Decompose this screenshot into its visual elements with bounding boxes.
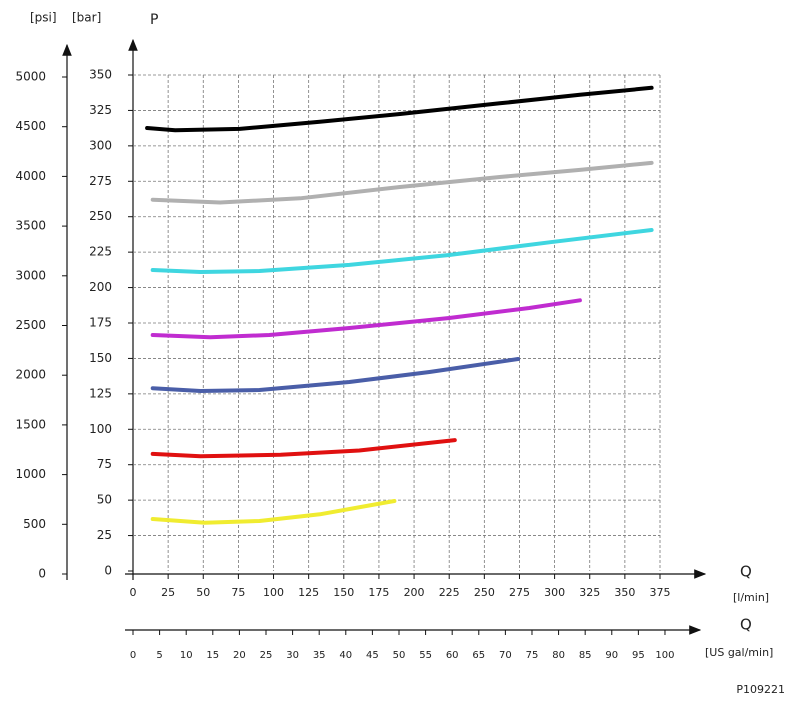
y-tick-label: 300 <box>89 138 112 152</box>
x2-tick-label: 35 <box>313 650 326 661</box>
x2-tick-label: 20 <box>233 650 246 661</box>
x2-tick-label: 75 <box>526 650 539 661</box>
y2-tick-label: 1500 <box>15 417 46 431</box>
y-unit: [bar] <box>72 11 101 25</box>
x2-tick-label: 50 <box>393 650 406 661</box>
x-tick-label: 150 <box>333 586 354 599</box>
y2-tick-label: 4500 <box>15 119 46 133</box>
y-tick-label: 225 <box>89 245 112 259</box>
x-tick-label: 375 <box>650 586 671 599</box>
x-tick-label: 250 <box>474 586 495 599</box>
x2-tick-label: 55 <box>419 650 432 661</box>
x-tick-label: 200 <box>404 586 425 599</box>
curve <box>145 85 654 133</box>
y-tick-label: 0 <box>104 564 112 578</box>
y-tick-label: 350 <box>89 68 112 82</box>
x2-label: Q <box>740 616 752 634</box>
x-tick-label: 0 <box>130 586 137 599</box>
x2-unit: [US gal/min] <box>705 646 773 659</box>
x-tick-label: 25 <box>161 586 175 599</box>
curve <box>150 357 521 393</box>
y2-tick-label: 500 <box>23 517 46 531</box>
curve <box>150 438 457 459</box>
x2-tick-label: 80 <box>552 650 565 661</box>
x-tick-label: 225 <box>439 586 460 599</box>
x2-tick-label: 5 <box>156 650 162 661</box>
x-tick-label: 125 <box>298 586 319 599</box>
curve <box>150 228 654 274</box>
y-tick-label: 250 <box>89 209 112 223</box>
x2-tick-label: 65 <box>472 650 485 661</box>
x-tick-label: 300 <box>544 586 565 599</box>
x2-tick-label: 25 <box>260 650 273 661</box>
x-tick-label: 100 <box>263 586 284 599</box>
x-tick-label: 325 <box>579 586 600 599</box>
x2-tick-label: 95 <box>632 650 645 661</box>
y-tick-label: 275 <box>89 174 112 188</box>
y2-tick-label: 2000 <box>15 368 46 382</box>
y2-tick-label: 0 <box>38 567 46 581</box>
y-tick-label: 50 <box>97 493 112 507</box>
x2-tick-label: 90 <box>605 650 618 661</box>
y-tick-label: 100 <box>89 422 112 436</box>
x2-tick-label: 10 <box>180 650 193 661</box>
y2-tick-label: 1000 <box>15 467 46 481</box>
y2-label: [psi] <box>30 11 57 25</box>
y2-tick-label: 5000 <box>15 70 46 84</box>
y-tick-label: 150 <box>89 351 112 365</box>
x2-tick-label: 45 <box>366 650 379 661</box>
x-tick-label: 175 <box>368 586 389 599</box>
x-tick-label: 350 <box>614 586 635 599</box>
x2-tick-label: 15 <box>206 650 219 661</box>
x-tick-label: 50 <box>196 586 210 599</box>
y-tick-label: 75 <box>97 457 112 471</box>
y-label: P <box>150 12 158 28</box>
x2-tick-label: 100 <box>655 650 674 661</box>
x2-tick-label: 30 <box>286 650 299 661</box>
y-tick-label: 325 <box>89 103 112 117</box>
y-tick-label: 200 <box>89 280 112 294</box>
x2-tick-label: 0 <box>130 650 136 661</box>
x-tick-label: 275 <box>509 586 530 599</box>
y-tick-label: 175 <box>89 316 112 330</box>
x2-tick-label: 70 <box>499 650 512 661</box>
y2-tick-label: 4000 <box>15 169 46 183</box>
curve <box>150 160 654 205</box>
curve <box>150 298 582 340</box>
y2-tick-label: 3000 <box>15 268 46 282</box>
y2-tick-label: 3500 <box>15 219 46 233</box>
x2-tick-label: 40 <box>339 650 352 661</box>
y-tick-label: 25 <box>97 528 112 542</box>
x-tick-label: 75 <box>231 586 245 599</box>
x-label: Q <box>740 563 752 581</box>
x2-tick-label: 85 <box>579 650 592 661</box>
curve <box>150 499 397 525</box>
y2-tick-label: 2500 <box>15 318 46 332</box>
figure-id: P109221 <box>736 683 785 696</box>
x2-tick-label: 60 <box>446 650 459 661</box>
x-unit: [l/min] <box>733 591 769 604</box>
y-tick-label: 125 <box>89 386 112 400</box>
